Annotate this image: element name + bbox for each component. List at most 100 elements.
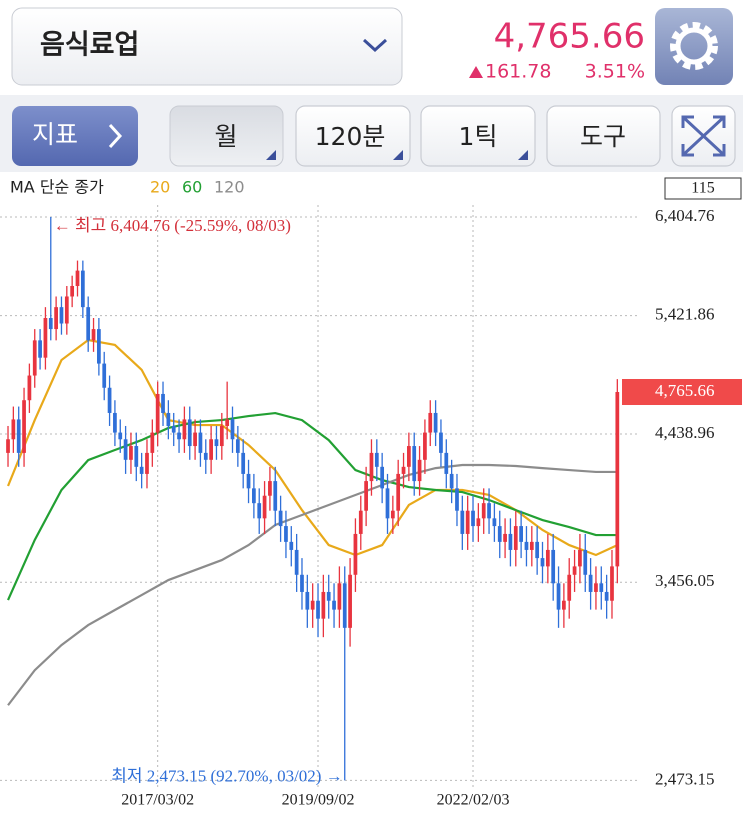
- candle-body: [118, 432, 123, 440]
- candle-body: [284, 526, 288, 542]
- candle-body: [567, 574, 572, 601]
- candle-body: [594, 583, 598, 592]
- tick-button[interactable]: [420, 105, 536, 167]
- y-tick-label: 5,421.86: [655, 305, 715, 324]
- candle-body: [556, 583, 561, 610]
- candle-body: [407, 446, 411, 467]
- candle-body: [529, 541, 534, 550]
- candle-body: [262, 495, 267, 519]
- current-price: 4,765.66: [494, 17, 645, 57]
- candle-body: [257, 503, 262, 519]
- y-tick-label: 4,438.96: [655, 423, 715, 442]
- minute-button[interactable]: [295, 105, 411, 167]
- candle-body: [326, 591, 331, 601]
- candle-body: [289, 541, 294, 550]
- candle-body: [11, 419, 16, 440]
- legend-entry: 20: [150, 178, 170, 197]
- candle-body: [230, 419, 235, 440]
- sector-title: 음식료업: [40, 30, 139, 61]
- candle-body: [38, 340, 42, 358]
- candle-count: 115: [691, 180, 714, 197]
- candle-body: [171, 425, 176, 433]
- y-tick-label: 2,473.15: [655, 769, 715, 788]
- candle-body: [241, 452, 246, 474]
- candle-body: [161, 393, 165, 413]
- y-tick-label: 3,456.05: [655, 571, 715, 590]
- candle-body: [369, 452, 374, 482]
- last-price-label: 4,765.66: [655, 381, 715, 400]
- dropdown-chevron: [362, 38, 388, 53]
- x-tick-label: 2019/09/02: [282, 792, 355, 809]
- candle-body: [439, 432, 443, 453]
- corner-mark: [518, 150, 528, 160]
- candle-body: [97, 329, 101, 364]
- candle-body: [353, 533, 358, 575]
- candle-body: [16, 419, 21, 453]
- candle-body: [476, 518, 481, 527]
- candle-body: [433, 412, 438, 433]
- candle-body: [278, 510, 283, 527]
- indicator-button[interactable]: [12, 106, 138, 166]
- candle-body: [273, 481, 278, 511]
- candle-body: [487, 503, 491, 519]
- candle-body: [524, 541, 529, 550]
- candle-body: [417, 459, 422, 482]
- candle-body: [134, 446, 139, 467]
- candle-body: [209, 439, 213, 460]
- candle-body: [449, 473, 454, 489]
- candle-body: [497, 526, 502, 542]
- candle-body: [578, 549, 582, 567]
- candle-body: [70, 285, 75, 297]
- x-tick-label: 2017/03/02: [121, 792, 194, 809]
- corner-mark: [393, 150, 403, 160]
- candle-body: [43, 318, 48, 358]
- candle-body: [481, 503, 486, 519]
- candle-body: [540, 558, 545, 567]
- candle-body: [54, 307, 58, 330]
- candle-body: [503, 533, 507, 542]
- candle-body: [145, 452, 149, 474]
- candle-body: [348, 574, 352, 628]
- candle-body: [64, 296, 69, 324]
- period-button[interactable]: [169, 105, 284, 167]
- candle-body: [59, 307, 64, 324]
- low-annotation: 최저 2,473.15 (92.70%, 03/02) →: [111, 766, 343, 785]
- candle-body: [465, 510, 470, 534]
- candle-body: [86, 307, 91, 341]
- candle-body: [423, 432, 427, 460]
- candle-body: [300, 574, 304, 592]
- candle-body: [32, 340, 37, 376]
- legend-title: MA 단순 종가: [10, 178, 104, 197]
- y-tick-label: 6,404.76: [655, 206, 715, 225]
- moving-average-line: [7, 463, 618, 706]
- candle-body: [471, 510, 475, 527]
- candle-body: [294, 549, 299, 575]
- candle-body: [492, 518, 497, 527]
- candle-body: [455, 488, 459, 511]
- candle-body: [508, 533, 513, 550]
- candle-body: [6, 439, 10, 453]
- settings-button[interactable]: [655, 8, 733, 85]
- moving-average-line: [7, 411, 618, 601]
- up-triangle: [469, 66, 483, 78]
- candle-body: [235, 439, 240, 453]
- tools-button[interactable]: [546, 105, 661, 167]
- candle-body: [246, 473, 251, 489]
- candle-body: [214, 439, 219, 447]
- legend-entry: 60: [182, 178, 202, 197]
- candle-body: [219, 425, 224, 447]
- candle-body: [610, 566, 614, 601]
- candle-body: [113, 412, 117, 433]
- candle-body: [428, 412, 433, 433]
- candle-body: [321, 591, 326, 619]
- sector-dropdown[interactable]: [11, 7, 403, 86]
- tools-label: 도구: [580, 122, 626, 151]
- tick-label: 1틱: [459, 122, 498, 151]
- candle-body: [535, 541, 540, 559]
- candle-body: [193, 432, 197, 447]
- candle-body: [102, 363, 107, 388]
- indicator-label: 지표: [32, 120, 78, 149]
- expand-icon: [681, 115, 726, 157]
- candle-body: [155, 393, 160, 433]
